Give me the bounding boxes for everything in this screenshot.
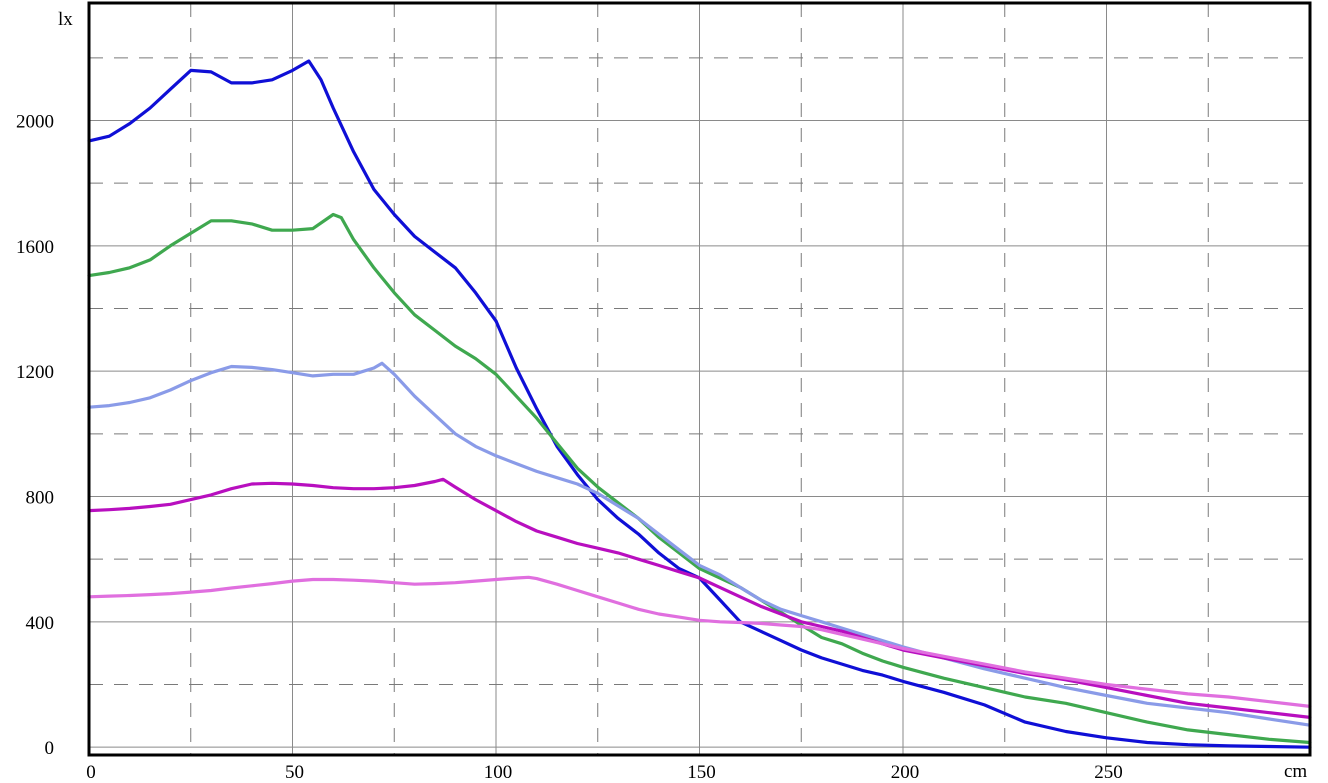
- y-axis-unit-label: lx: [58, 9, 73, 30]
- y-tick-label: 1200: [16, 362, 54, 383]
- y-tick-label: 400: [26, 613, 55, 634]
- x-tick-label: 250: [1094, 762, 1123, 783]
- grid-lines: [88, 3, 1311, 755]
- y-tick-label: 1600: [16, 237, 54, 258]
- x-axis-unit-label: cm: [1284, 761, 1307, 782]
- y-tick-label: 800: [26, 488, 55, 509]
- y-tick-label: 0: [45, 738, 55, 759]
- x-tick-label: 100: [484, 762, 513, 783]
- x-tick-label: 50: [285, 762, 304, 783]
- plot-frame: [87, 1, 1312, 757]
- y-tick-label: 2000: [16, 112, 54, 133]
- series-line-5: [87, 575, 1312, 709]
- series-line-2: [87, 212, 1312, 745]
- x-tick-label: 150: [687, 762, 716, 783]
- series-lines: [87, 59, 1312, 749]
- tick-labels: 0 50 100 150 200 250 0 400 800 1200 1600 2000: [16, 112, 1123, 783]
- x-tick-label: 0: [86, 762, 96, 783]
- x-tick-label: 200: [891, 762, 920, 783]
